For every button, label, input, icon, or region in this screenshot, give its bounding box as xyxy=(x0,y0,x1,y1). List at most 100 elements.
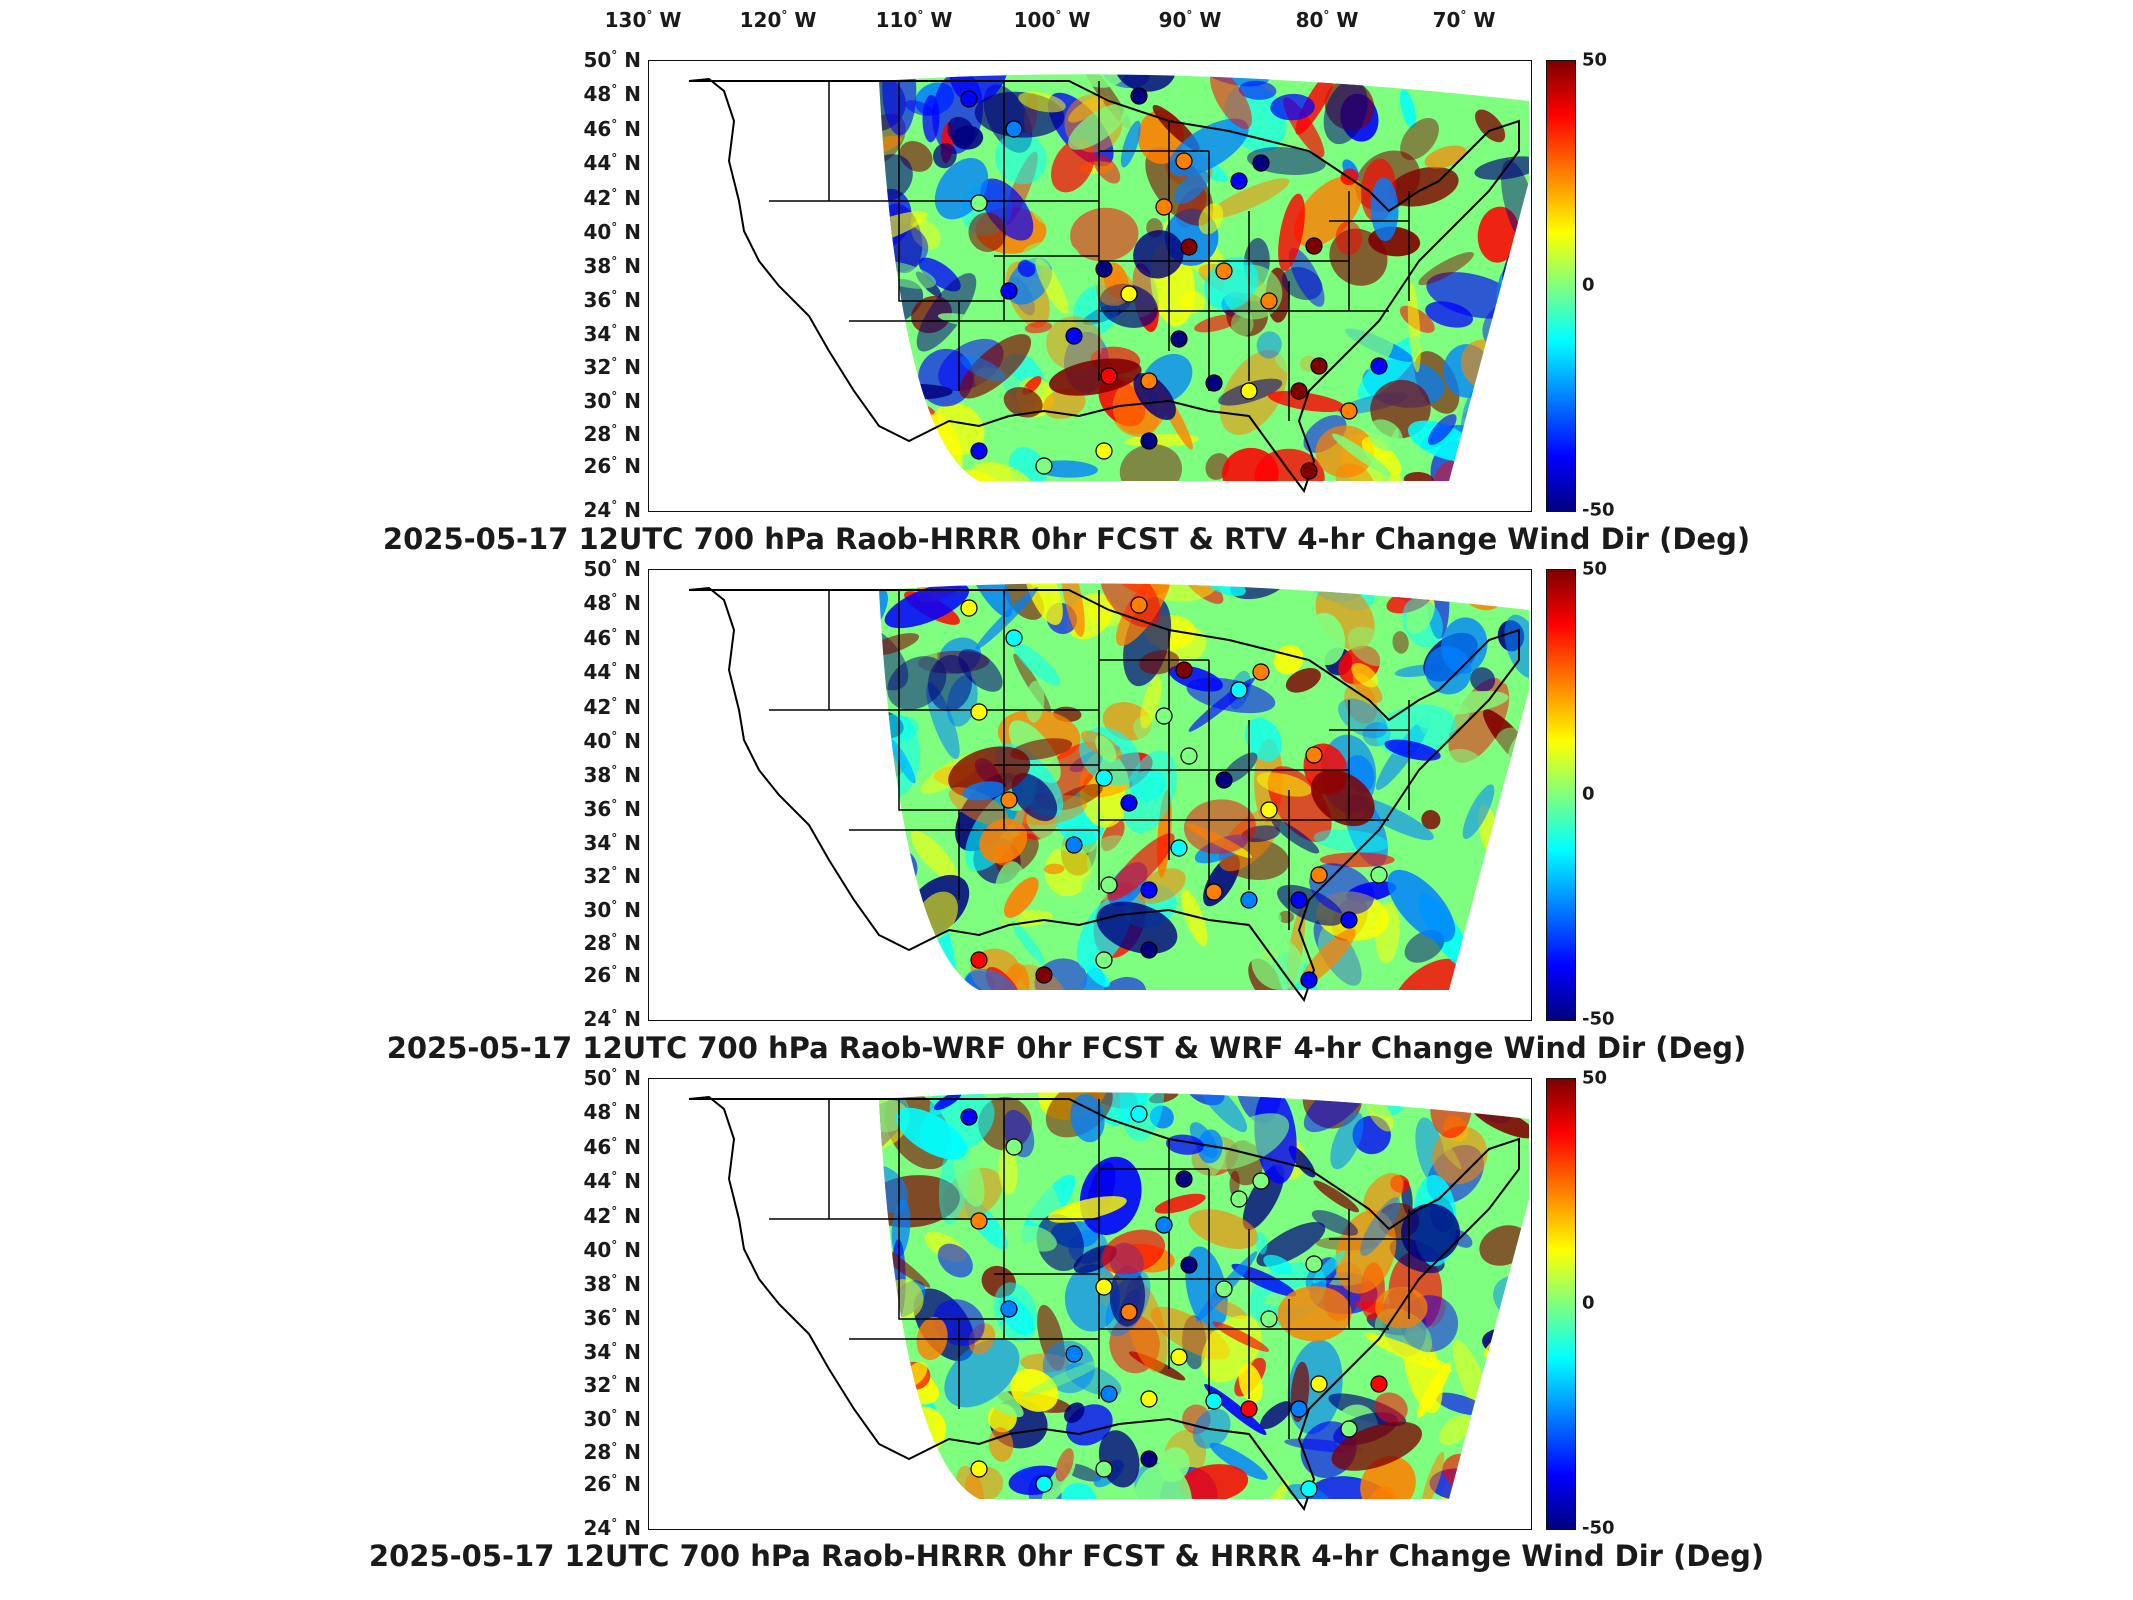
raob-station-marker xyxy=(1065,836,1083,854)
raob-station-marker xyxy=(1340,911,1358,929)
wind-change-field xyxy=(879,1092,1529,1499)
panel-title: 2025-05-17 12UTC 700 hPa Raob-WRF 0hr FC… xyxy=(386,1031,1747,1065)
panel-title: 2025-05-17 12UTC 700 hPa Raob-HRRR 0hr F… xyxy=(368,1539,1765,1573)
colorbar-tick-label: -50 xyxy=(1582,1008,1615,1030)
lat-label: 30° N xyxy=(583,898,641,922)
raob-station-marker xyxy=(1000,282,1018,300)
lon-label: 110° W xyxy=(875,8,953,32)
colorbar xyxy=(1546,569,1576,1021)
raob-station-marker xyxy=(1240,1400,1258,1418)
raob-station-marker xyxy=(1215,262,1233,280)
state-border xyxy=(898,710,1004,811)
colorbar-tick-label: -50 xyxy=(1582,499,1615,521)
lon-label: 90° W xyxy=(1158,8,1222,32)
raob-station-marker xyxy=(1095,1278,1113,1296)
lat-label: 36° N xyxy=(583,1306,641,1330)
map-plot-area xyxy=(648,569,1532,1021)
raob-station-marker xyxy=(1140,372,1158,390)
raob-station-marker xyxy=(970,194,988,212)
raob-station-marker xyxy=(1180,238,1198,256)
lat-label: 32° N xyxy=(583,1373,641,1397)
raob-station-marker xyxy=(1340,1420,1358,1438)
colorbar-tick-label: 50 xyxy=(1582,49,1608,71)
lat-label: 48° N xyxy=(583,591,641,615)
raob-station-marker xyxy=(1340,402,1358,420)
lat-label: 44° N xyxy=(583,1169,641,1193)
lat-label: 46° N xyxy=(583,1135,641,1159)
wind-direction-map xyxy=(688,583,1529,1003)
lat-label: 46° N xyxy=(583,626,641,650)
raob-station-marker xyxy=(1140,881,1158,899)
raob-station-marker xyxy=(1140,941,1158,959)
raob-station-marker xyxy=(1205,374,1223,392)
raob-station-marker xyxy=(1155,707,1173,725)
raob-station-marker xyxy=(1100,1385,1118,1403)
lat-label: 50° N xyxy=(583,48,641,72)
raob-station-marker xyxy=(1005,629,1023,647)
raob-station-marker xyxy=(1005,120,1023,138)
lat-label: 44° N xyxy=(583,660,641,684)
raob-station-marker xyxy=(1310,357,1328,375)
lat-label: 40° N xyxy=(583,220,641,244)
lon-label: 130° W xyxy=(604,8,682,32)
raob-station-marker xyxy=(970,1212,988,1230)
raob-station-marker xyxy=(1252,1172,1270,1190)
raob-station-marker xyxy=(1095,951,1113,969)
raob-station-marker xyxy=(1000,791,1018,809)
colorbar-tick-label: 0 xyxy=(1582,274,1595,296)
raob-station-marker xyxy=(960,1108,978,1126)
raob-station-marker xyxy=(1230,1190,1248,1208)
colorbar-tick-label: -50 xyxy=(1582,1517,1615,1539)
raob-station-marker xyxy=(1140,1450,1158,1468)
map-plot-area xyxy=(648,60,1532,512)
raob-station-marker xyxy=(1175,661,1193,679)
lat-label: 38° N xyxy=(583,763,641,787)
colorbar xyxy=(1546,1078,1576,1530)
raob-station-marker xyxy=(1240,382,1258,400)
raob-station-marker xyxy=(1180,1256,1198,1274)
lat-label: 50° N xyxy=(583,1066,641,1090)
lon-label: 70° W xyxy=(1432,8,1496,32)
lat-label: 36° N xyxy=(583,288,641,312)
colorbar xyxy=(1546,60,1576,512)
raob-station-marker xyxy=(1035,966,1053,984)
raob-station-marker xyxy=(1035,1475,1053,1493)
raob-station-marker xyxy=(1205,883,1223,901)
lat-label: 34° N xyxy=(583,831,641,855)
lat-label: 50° N xyxy=(583,557,641,581)
coastline xyxy=(688,1095,1520,1512)
lon-label: 80° W xyxy=(1295,8,1359,32)
raob-station-marker xyxy=(1215,1280,1233,1298)
colorbar-tick-label: 50 xyxy=(1582,558,1608,580)
raob-station-marker xyxy=(1260,1310,1278,1328)
lat-label: 42° N xyxy=(583,695,641,719)
raob-station-marker xyxy=(1305,1255,1323,1273)
colorbar-tick-label: 50 xyxy=(1582,1067,1608,1089)
raob-station-marker xyxy=(1305,746,1323,764)
raob-station-marker xyxy=(1230,172,1248,190)
lat-label: 30° N xyxy=(583,389,641,413)
panel-title: 2025-05-17 12UTC 700 hPa Raob-HRRR 0hr F… xyxy=(382,522,1751,556)
raob-station-marker xyxy=(1290,1400,1308,1418)
raob-station-marker xyxy=(1170,839,1188,857)
raob-station-marker xyxy=(1252,663,1270,681)
lat-label: 34° N xyxy=(583,322,641,346)
lon-label: 120° W xyxy=(739,8,817,32)
lat-label: 42° N xyxy=(583,186,641,210)
raob-station-marker xyxy=(1130,87,1148,105)
raob-station-marker xyxy=(1000,1300,1018,1318)
lat-label: 42° N xyxy=(583,1204,641,1228)
lat-label: 38° N xyxy=(583,1272,641,1296)
colorbar-tick-label: 0 xyxy=(1582,1292,1595,1314)
wind-direction-map xyxy=(688,74,1529,494)
raob-station-marker xyxy=(970,1460,988,1478)
coastline xyxy=(688,77,1520,494)
lat-label: 32° N xyxy=(583,355,641,379)
raob-station-marker xyxy=(1120,794,1138,812)
raob-station-marker xyxy=(970,951,988,969)
lat-label: 46° N xyxy=(583,117,641,141)
raob-station-marker xyxy=(1305,237,1323,255)
lat-label: 44° N xyxy=(583,151,641,175)
raob-station-marker xyxy=(1215,771,1233,789)
raob-station-marker xyxy=(1290,891,1308,909)
